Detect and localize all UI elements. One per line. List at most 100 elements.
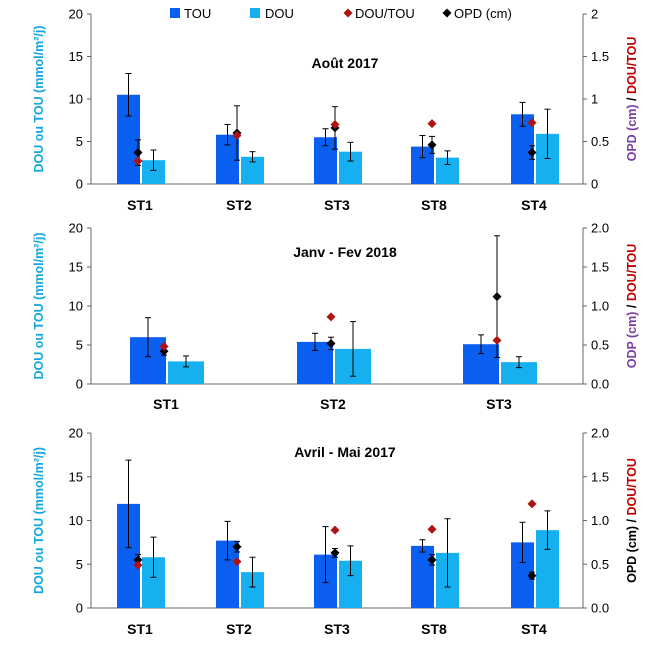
tick-label-left: 20: [69, 221, 83, 236]
tick-label-right: 0.0: [591, 377, 609, 392]
category-label: ST2: [226, 197, 252, 213]
error-bar-tou: [224, 520, 231, 561]
error-bar-tou: [125, 73, 132, 117]
marker-dou-tou: [527, 499, 537, 509]
bar-group-st3: [314, 525, 362, 608]
y-axis-label-left: DOU ou TOU (mmol/m²/j): [32, 26, 46, 173]
category-label: ST4: [521, 621, 547, 637]
tick-label-left: 5: [76, 338, 83, 353]
marker-opd: [427, 140, 437, 150]
marker-opd: [527, 571, 537, 581]
category-label: ST8: [421, 621, 447, 637]
y-axis-label-left: DOU ou TOU (mmol/m²/j): [32, 233, 46, 380]
legend-diamond-ratio: [343, 8, 353, 18]
legend-label-opd: OPD (cm): [454, 6, 512, 21]
bar-tou: [511, 542, 534, 608]
bar-tou: [411, 146, 434, 184]
bar-dou: [142, 557, 165, 608]
y-axis-label-right-part: /: [625, 97, 639, 104]
bar-group-st4: [511, 101, 559, 184]
chart-title: Avril - Mai 2017: [294, 444, 396, 460]
tick-label-left: 20: [69, 426, 83, 441]
error-bar-tou: [145, 317, 151, 358]
category-label: ST1: [127, 197, 153, 213]
error-bar-dou: [544, 510, 551, 550]
chart-title: Août 2017: [312, 55, 379, 71]
error-bar-tou: [478, 334, 484, 355]
marker-opd: [492, 292, 502, 302]
tick-label-left: 0: [76, 601, 83, 616]
bar-tou: [314, 137, 337, 184]
marker-dou-tou: [527, 118, 537, 128]
category-label: ST2: [226, 621, 252, 637]
legend-item-opd: OPD (cm): [442, 6, 512, 21]
bar-dou: [339, 151, 362, 184]
category-label: ST2: [320, 396, 346, 412]
bar-group-st2: [297, 312, 371, 384]
bar-group-st1: [117, 73, 165, 184]
bar-tou: [411, 545, 434, 608]
bar-dou: [241, 572, 264, 608]
legend-item-tou: TOU: [170, 6, 211, 21]
y-axis-label-right-part: ODP (cm): [625, 312, 639, 369]
tick-label-right: 2.0: [591, 221, 609, 236]
error-bar-dou: [183, 355, 189, 368]
tick-label-left: 10: [69, 92, 83, 107]
marker-dou-tou: [427, 524, 437, 534]
tick-label-right: 1: [591, 92, 598, 107]
chart-title: Janv - Fev 2018: [293, 244, 397, 260]
marker-dou-tou: [232, 557, 242, 567]
tick-label-left: 20: [69, 7, 83, 22]
error-bar-tou: [312, 332, 318, 351]
error-bar-dou: [444, 150, 451, 165]
tick-label-right: 1.0: [591, 513, 609, 528]
marker-dou-tou: [330, 525, 340, 535]
tick-label-left: 15: [69, 469, 83, 484]
bar-tou: [216, 540, 239, 608]
marker-dou-tou: [159, 342, 169, 352]
error-bar-tou: [322, 526, 329, 584]
marker-opd: [527, 148, 537, 158]
tick-label-right: 2.0: [591, 426, 609, 441]
tick-label-left: 15: [69, 49, 83, 64]
chart-panel-janv-fev-2018: 0 5 10 15 20 0.0 0.5 1.0 1.5 2.0 Janv - Fev 2018 DO…: [32, 221, 639, 413]
tick-label-left: 5: [76, 134, 83, 149]
bar-dou: [241, 156, 264, 184]
marker-dou-tou: [133, 560, 143, 570]
legend-diamond-opd: [442, 8, 452, 18]
tick-label-right: 0.5: [591, 557, 609, 572]
y-axis-label-right: ODP (cm) / DOU/TOU: [625, 244, 639, 369]
error-bar-tou: [419, 539, 426, 553]
chart-panel-avril-mai-2017: 0 5 10 15 20 0.0 0.5 1.0 1.5 2.0 Avril - Mai 2017 D…: [32, 426, 639, 638]
bar-dou: [168, 361, 204, 384]
marker-opd: [326, 338, 336, 348]
legend-label-tou: TOU: [184, 6, 211, 21]
marker-dou-tou: [326, 312, 336, 322]
tick-label-left: 10: [69, 299, 83, 314]
legend-label-ratio: DOU/TOU: [355, 6, 415, 21]
error-bar-dou: [150, 149, 157, 171]
y-axis-label-right-part: DOU/TOU: [625, 37, 639, 98]
y-axis-label-right-part: OPD (cm) /: [625, 518, 639, 582]
bar-dou: [501, 362, 537, 384]
legend-swatch-tou: [170, 8, 180, 18]
error-bar-tou: [419, 135, 426, 159]
bar-group-st4: [511, 499, 559, 608]
category-label: ST1: [127, 621, 153, 637]
error-bar-tou: [322, 128, 329, 147]
y-axis-label-right-part: OPD (cm): [625, 104, 639, 161]
category-label: ST1: [153, 396, 179, 412]
error-bar-dou: [516, 356, 522, 369]
y-axis-label-left: DOU ou TOU (mmol/m²/j): [32, 447, 46, 594]
bar-group-st2: [216, 105, 264, 184]
tick-label-left: 0: [76, 377, 83, 392]
bar-group-st3: [463, 235, 537, 384]
y-axis-label-right-part: DOU/TOU: [625, 458, 639, 519]
marker-opd: [133, 555, 143, 565]
bar-group-st2: [216, 520, 264, 608]
tick-label-left: 0: [76, 177, 83, 192]
tick-label-right: 0: [591, 177, 598, 192]
tick-label-right: 1.5: [591, 469, 609, 484]
chart-panel-aout-2017: 0 5 10 15 20 0 0.5 1 1.5 2 Août 2017 DOU ou TOU (mm…: [32, 7, 639, 214]
marker-dou-tou: [133, 156, 143, 166]
